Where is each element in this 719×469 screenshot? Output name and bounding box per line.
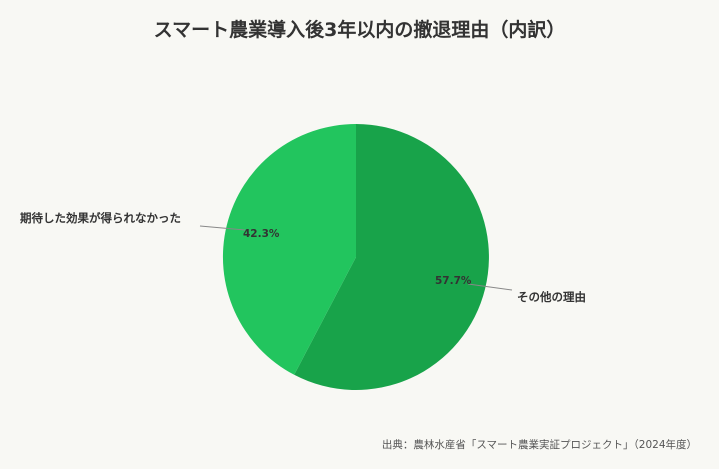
slice-expected-effect-not-achieved[interactable] bbox=[222, 123, 356, 375]
slice-other-reasons[interactable] bbox=[294, 124, 489, 390]
category-label-expected: 期待した効果が得られなかった bbox=[20, 211, 181, 225]
percent-label-other: 57.7% bbox=[435, 275, 472, 287]
source-note: 出典：農林水産省「スマート農業実証プロジェクト」（2024年度） bbox=[381, 439, 697, 451]
leader-line-other bbox=[467, 283, 513, 291]
chart-title: スマート農業導入後3年以内の撤退理由（内訳） bbox=[153, 19, 566, 41]
category-label-other: その他の理由 bbox=[517, 290, 586, 304]
percent-label-expected: 42.3% bbox=[243, 228, 280, 240]
leader-line-expected bbox=[199, 225, 246, 231]
